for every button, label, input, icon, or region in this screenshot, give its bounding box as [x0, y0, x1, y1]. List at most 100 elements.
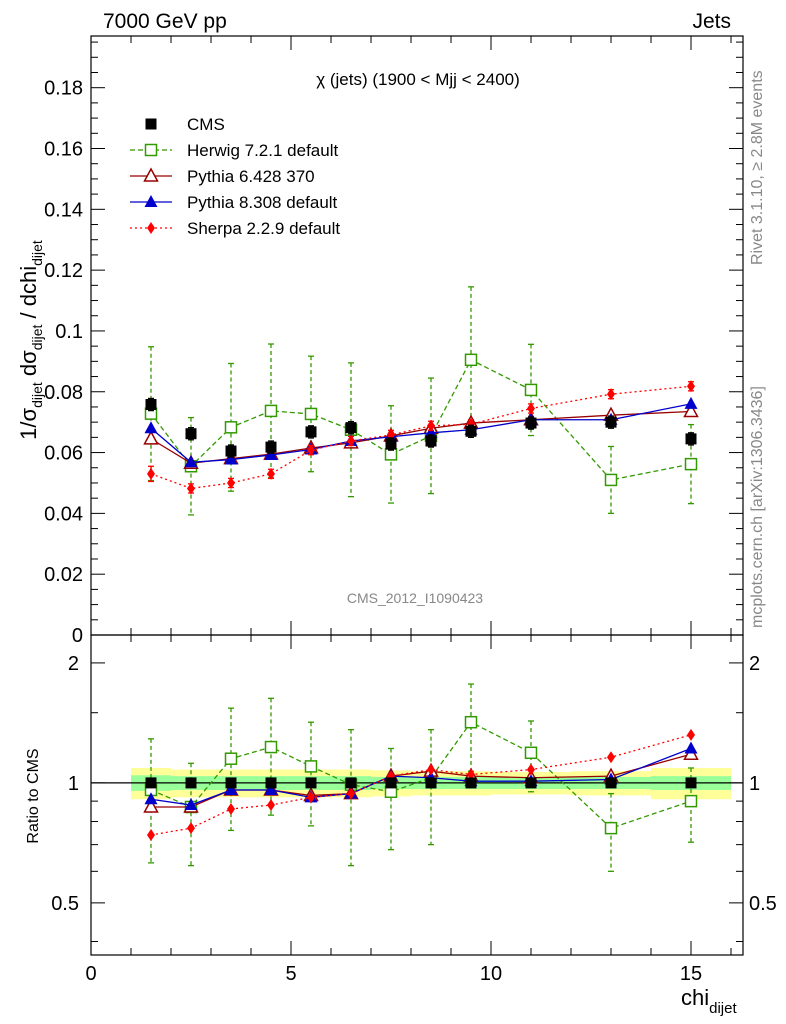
data-point [264, 740, 278, 754]
x-tick-label: 0 [85, 963, 96, 985]
main-panel: 0 0.02 0.04 0.06 0.08 0.1 0.12 0.14 0.16 0.18 [44, 35, 744, 647]
data-point [464, 715, 478, 729]
ratio-y-tick-label: 0.5 [51, 893, 79, 915]
chart-title: χ (jets) (1900 < Mjj < 2400) [316, 70, 520, 89]
y-tick-label: 0.02 [44, 564, 83, 586]
data-point [265, 777, 277, 789]
data-point [144, 421, 158, 434]
data-point [187, 482, 195, 495]
data-point [385, 777, 397, 789]
data-point [687, 380, 695, 393]
data-point [427, 763, 435, 776]
data-point [227, 476, 235, 489]
data-point [143, 798, 159, 813]
data-point [604, 821, 618, 835]
data-point [385, 438, 397, 450]
data-point [425, 777, 437, 789]
legend-label: Pythia 8.308 default [187, 193, 338, 212]
data-point [145, 777, 157, 789]
ratio-frame [90, 634, 744, 956]
data-point [224, 452, 238, 465]
x-axis-label: chidijet [681, 985, 737, 1017]
ratio-y-tick-label-right: 1 [749, 773, 760, 795]
data-point [607, 388, 615, 401]
series-line [150, 385, 692, 490]
y-tick-label: 0.06 [44, 443, 83, 465]
data-point [147, 829, 155, 842]
y-axis-label-text: 1/σdijet dσdijet / dchidijet [16, 240, 45, 440]
ratio-panel: 0 5 10 15 0.5 0.5 1 1 2 2 [51, 36, 777, 985]
data-point [524, 383, 538, 397]
legend: CMS Herwig 7.2.1 default Pythia 6.428 370 P… [130, 115, 340, 238]
data-point [347, 787, 355, 800]
data-point [465, 425, 477, 437]
data-point [143, 167, 159, 182]
data-point [144, 143, 158, 157]
data-point [185, 428, 197, 440]
data-point [264, 404, 278, 418]
data-point [145, 399, 157, 411]
data-point [525, 417, 537, 429]
y-axis-label: 1/σdijet dσdijet / dchidijet [16, 240, 45, 440]
data-point [527, 402, 535, 415]
data-point [307, 444, 315, 457]
data-point [345, 422, 357, 434]
data-point [184, 798, 198, 811]
mcplots-label: mcplots.cern.ch [arXiv:1306.3436] [749, 386, 766, 628]
data-point [605, 416, 617, 428]
data-point [684, 794, 698, 808]
data-point [305, 426, 317, 438]
legend-label: Sherpa 2.2.9 default [187, 219, 340, 238]
data-point [264, 447, 278, 460]
ratio-y-tick-label: 2 [68, 653, 79, 675]
data-point [684, 457, 698, 471]
y-tick-label: 0 [72, 625, 83, 647]
data-point [147, 222, 155, 234]
legend-label: CMS [187, 115, 225, 134]
data-point [524, 746, 538, 760]
x-tick-label: 15 [680, 963, 702, 985]
data-point [264, 782, 278, 795]
data-point [685, 777, 697, 789]
data-point [185, 777, 197, 789]
x-axis-label-text: chidijet [681, 985, 737, 1017]
header-left: 7000 GeV pp [103, 10, 227, 33]
data-point [527, 763, 535, 776]
series-line [150, 747, 692, 806]
series-line [150, 358, 692, 481]
data-point [345, 777, 357, 789]
series-line [150, 721, 692, 829]
x-tick-label: 10 [480, 963, 502, 985]
y-tick-label: 0.04 [44, 503, 83, 525]
y-tick-label: 0.08 [44, 382, 83, 404]
data-point [307, 791, 315, 804]
ratio-y-tick-label-right: 0.5 [749, 893, 777, 915]
data-point [224, 421, 238, 434]
data-point [144, 792, 158, 805]
data-point [684, 396, 698, 409]
y-tick-label: 0.1 [55, 321, 83, 343]
data-point [464, 353, 478, 367]
series-line [150, 403, 692, 463]
y-tick-label: 0.14 [44, 199, 83, 221]
data-point [605, 777, 617, 789]
data-point [604, 473, 618, 487]
data-point [227, 803, 235, 816]
data-point [427, 419, 435, 432]
data-point [347, 435, 355, 448]
legend-label: Herwig 7.2.1 default [187, 141, 338, 160]
data-point [143, 430, 159, 445]
data-point [224, 782, 238, 795]
data-point [224, 752, 238, 765]
rivet-label: Rivet 3.1.10, ≥ 2.8M events [749, 70, 766, 265]
data-point [145, 118, 157, 130]
data-point [607, 751, 615, 764]
data-point [187, 822, 195, 835]
data-point [305, 777, 317, 789]
data-point [525, 777, 537, 789]
data-point [265, 441, 277, 453]
ratio-y-tick-label: 1 [68, 773, 79, 795]
data-point [685, 433, 697, 445]
data-point [304, 407, 318, 421]
